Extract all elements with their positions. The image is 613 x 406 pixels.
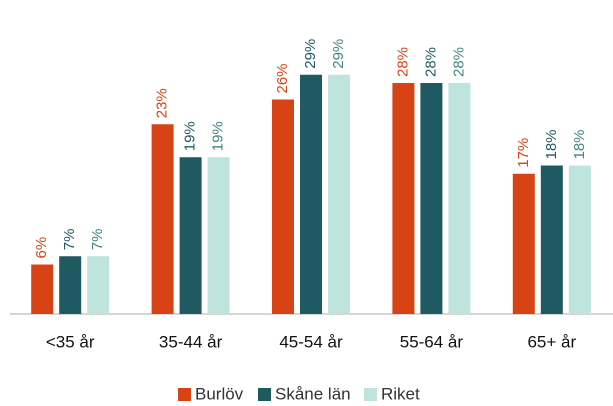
legend-label: Riket bbox=[381, 384, 420, 403]
bar bbox=[87, 256, 110, 314]
legend-swatch bbox=[178, 388, 191, 401]
bar bbox=[420, 83, 443, 314]
data-label: 19% bbox=[182, 121, 199, 151]
x-tick-label: 35-44 år bbox=[159, 332, 223, 351]
bar bbox=[151, 124, 174, 314]
x-tick-label: <35 år bbox=[46, 332, 95, 351]
data-label: 7% bbox=[89, 229, 106, 251]
bar bbox=[328, 74, 350, 314]
data-label: 28% bbox=[450, 47, 467, 77]
bar bbox=[540, 165, 563, 314]
data-label: 18% bbox=[571, 129, 588, 159]
legend-label: Burlöv bbox=[195, 384, 244, 403]
data-label: 19% bbox=[210, 121, 227, 151]
data-label: 29% bbox=[330, 39, 347, 69]
data-label: 6% bbox=[33, 237, 50, 259]
bar bbox=[31, 264, 54, 314]
legend-swatch bbox=[364, 388, 377, 401]
bar bbox=[59, 256, 82, 314]
bar bbox=[300, 74, 322, 314]
x-tick-label: 65+ år bbox=[527, 332, 576, 351]
x-tick-label: 55-64 år bbox=[400, 332, 464, 351]
data-label: 18% bbox=[543, 129, 560, 159]
data-label: 26% bbox=[274, 63, 291, 93]
x-tick-label: 45-54 år bbox=[279, 332, 343, 351]
bar bbox=[272, 99, 294, 314]
legend-swatch bbox=[258, 388, 271, 401]
bar bbox=[512, 173, 535, 314]
bar bbox=[179, 157, 202, 314]
data-label: 29% bbox=[302, 39, 319, 69]
bar bbox=[448, 83, 471, 314]
bar bbox=[568, 165, 591, 314]
bar bbox=[207, 157, 230, 314]
data-label: 17% bbox=[515, 138, 532, 168]
data-label: 7% bbox=[61, 229, 78, 251]
data-label: 28% bbox=[394, 47, 411, 77]
legend-label: Skåne län bbox=[275, 384, 351, 403]
bar bbox=[392, 83, 415, 314]
data-label: 23% bbox=[154, 88, 171, 118]
data-label: 28% bbox=[422, 47, 439, 77]
